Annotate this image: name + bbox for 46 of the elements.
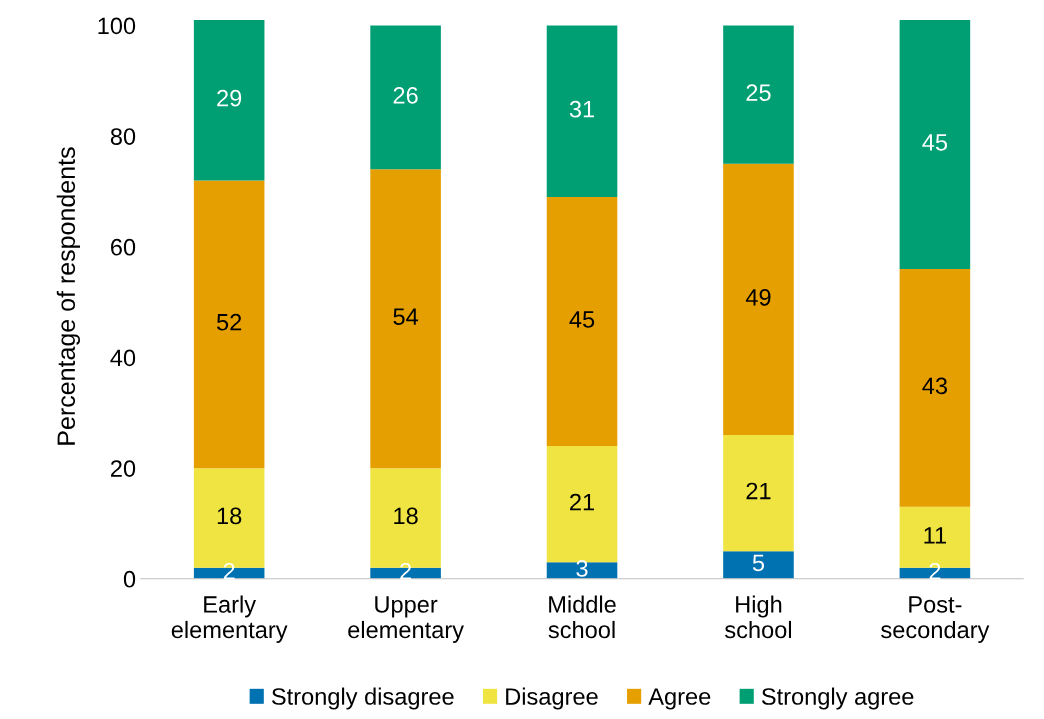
- x-tick-label: High school: [725, 595, 792, 639]
- data-label: 11: [924, 527, 947, 544]
- bar: [723, 551, 794, 579]
- bar: [723, 163, 794, 435]
- data-label: 43: [922, 377, 947, 395]
- data-label: 29: [217, 89, 242, 107]
- data-label: 49: [745, 288, 771, 306]
- bar: [546, 25, 618, 197]
- data-label: 45: [569, 311, 595, 328]
- bar: [370, 25, 441, 170]
- y-axis-title: Percentage of respondents: [56, 147, 81, 445]
- legend-label: Strongly agree: [761, 687, 914, 710]
- y-tick-label: 60: [111, 238, 136, 256]
- bar: [193, 180, 265, 469]
- bar: [546, 196, 618, 446]
- y-tick-label: 20: [111, 460, 136, 477]
- bar: [370, 169, 441, 469]
- y-tick-label: 0: [123, 570, 136, 588]
- legend-label: Agree: [648, 688, 711, 710]
- x-tick-label: Middle school: [548, 595, 616, 639]
- data-label: 25: [746, 84, 771, 101]
- bar: [193, 19, 265, 181]
- data-label: 45: [922, 134, 948, 151]
- x-tick-label: Post- secondary: [881, 596, 990, 643]
- data-label: 5: [752, 554, 765, 572]
- legend-label: Strongly disagree: [271, 687, 454, 710]
- bar: [723, 434, 794, 552]
- data-label: 18: [217, 507, 242, 525]
- data-label: 21: [570, 493, 595, 511]
- data-label: 18: [394, 507, 418, 525]
- data-label: 31: [569, 100, 595, 118]
- data-label: 21: [746, 482, 771, 500]
- data-label: 54: [393, 308, 419, 326]
- x-tick-label: Early elementary: [171, 595, 288, 643]
- bar: [723, 25, 794, 164]
- data-label: 3: [576, 560, 588, 577]
- bar: [899, 268, 971, 507]
- bar: [899, 19, 971, 269]
- legend-label: Disagree: [506, 687, 598, 710]
- y-tick-label: 80: [110, 128, 136, 145]
- data-label: 26: [393, 87, 418, 104]
- bar: [546, 562, 618, 579]
- x-tick-label: Upper elementary: [348, 596, 464, 643]
- data-label: 52: [216, 313, 242, 331]
- y-tick-label: 40: [110, 349, 136, 367]
- y-tick-label: 100: [98, 17, 136, 35]
